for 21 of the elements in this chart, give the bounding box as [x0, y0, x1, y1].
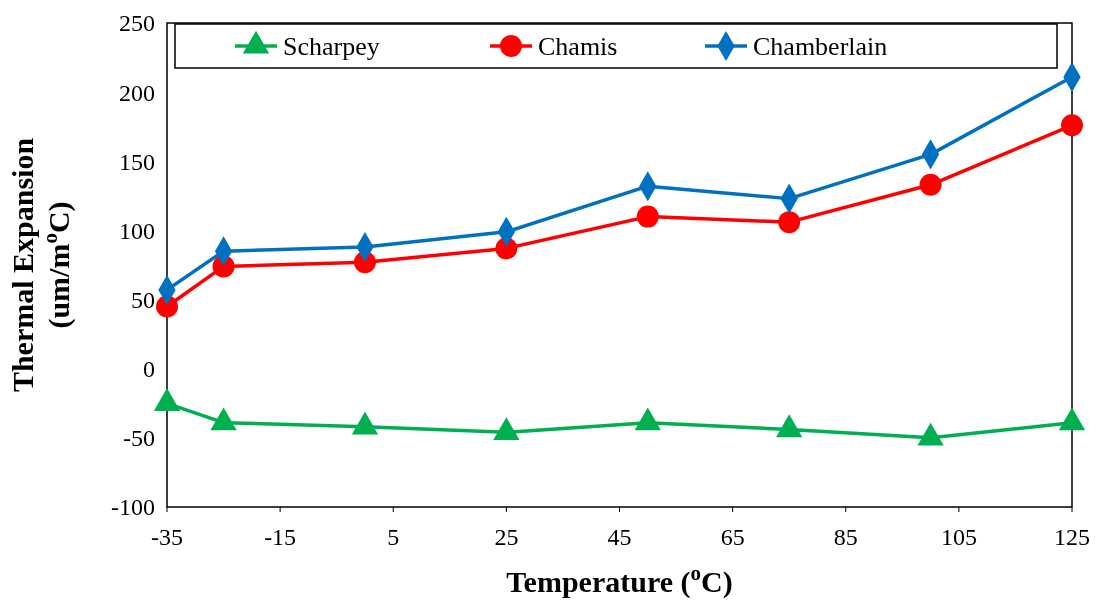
legend-label: Chamberlain: [753, 32, 888, 62]
y-tick-label: 150: [119, 148, 155, 175]
legend-label: Scharpey: [283, 32, 380, 62]
x-tick-label: 65: [720, 524, 745, 550]
x-tick-label: 85: [833, 524, 858, 550]
x-axis-title: Temperature ($^{o}$C): [506, 561, 733, 599]
x-tick-label: 25: [494, 524, 519, 550]
x-tick-label: -35: [151, 524, 183, 550]
y-tick-label: -100: [111, 494, 155, 521]
x-tick-label: -15: [264, 524, 297, 550]
y-tick-label: 0: [143, 356, 155, 383]
legend-label: Chamis: [538, 32, 618, 62]
x-tick-label: 125: [1054, 524, 1090, 550]
y-tick-label: -50: [123, 425, 155, 452]
y-tick-label: 200: [119, 79, 155, 106]
y-tick-label: 100: [119, 217, 155, 244]
y-tick-label: 50: [131, 286, 155, 313]
x-tick-label: 105: [940, 524, 977, 550]
y-tick-label: 250: [119, 10, 155, 37]
x-tick-label: 5: [387, 524, 400, 550]
x-tick-label: 45: [607, 524, 632, 550]
